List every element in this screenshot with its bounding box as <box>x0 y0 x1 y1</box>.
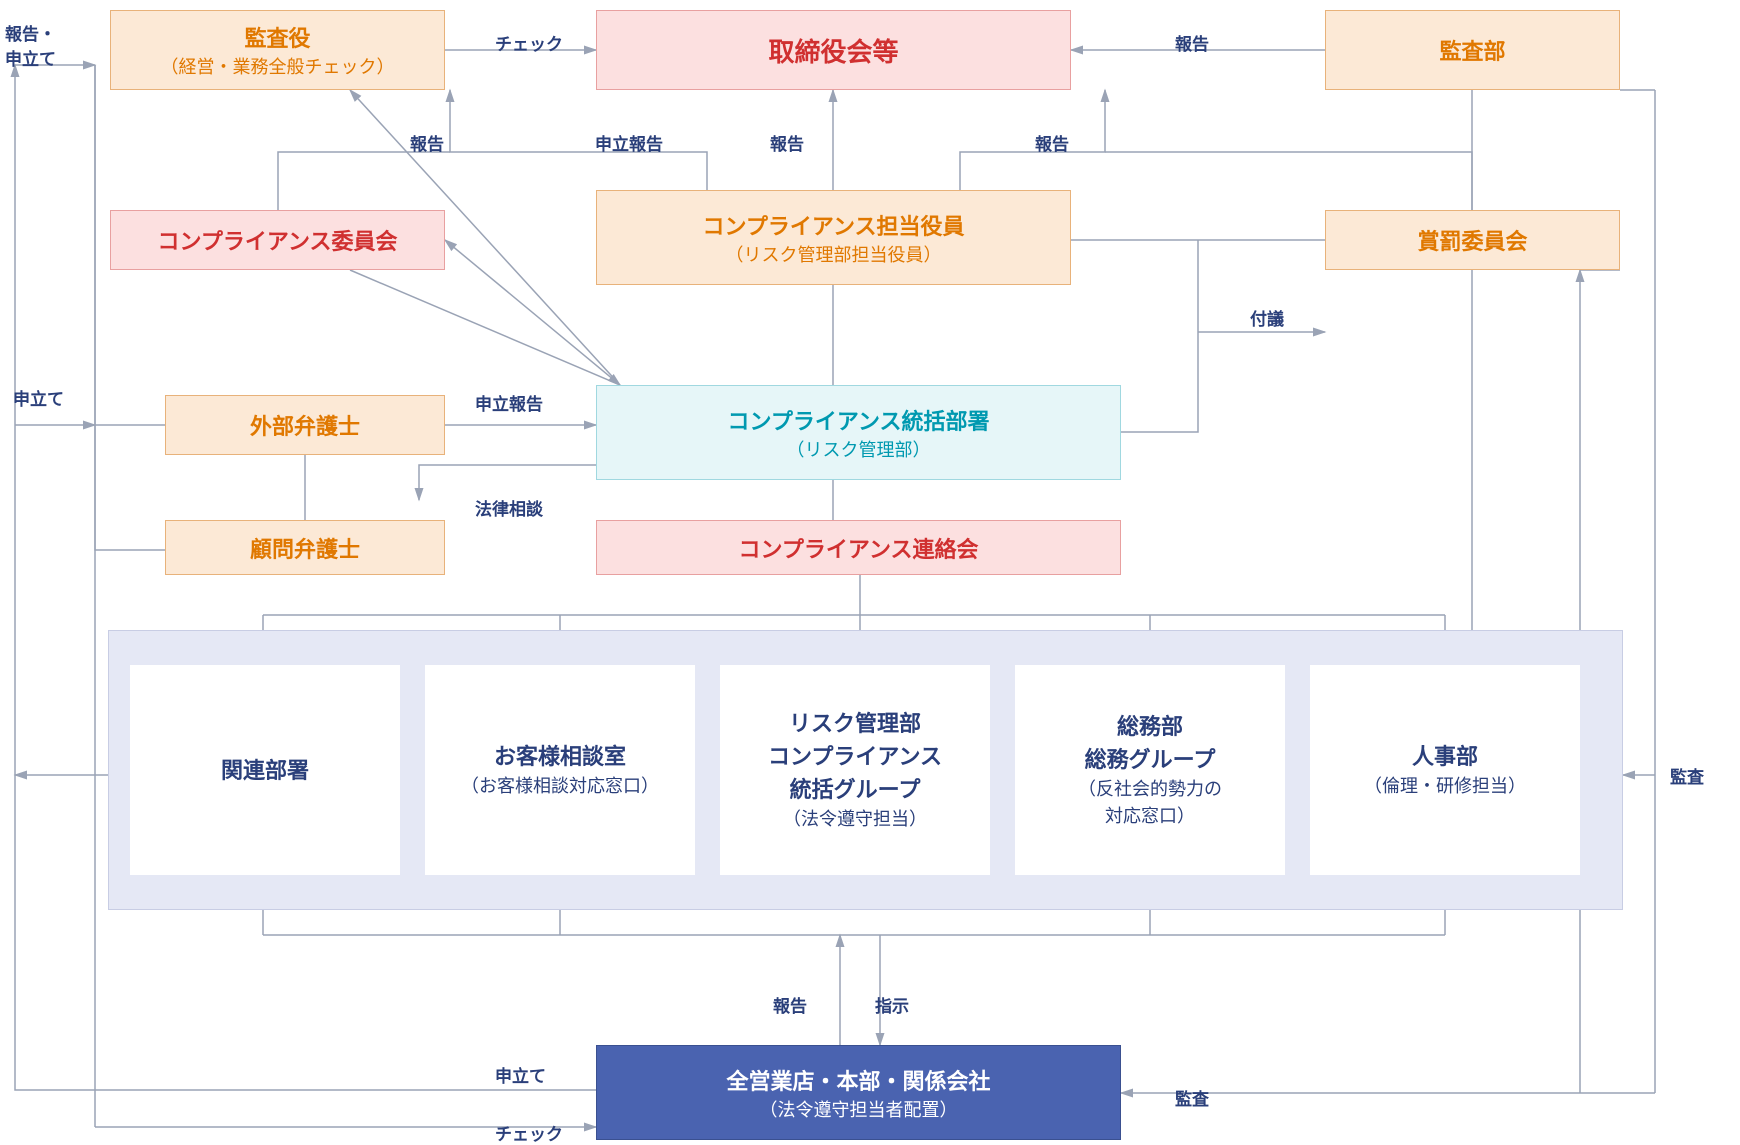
edge-label-8: 申立て <box>13 385 64 410</box>
dept-0: 関連部署 <box>130 665 400 875</box>
dept-2: リスク管理部コンプライアンス統括グループ（法令遵守担当） <box>720 665 990 875</box>
edge-label-7: 付議 <box>1250 305 1284 330</box>
box-advisor_lawyer: 顧問弁護士 <box>165 520 445 575</box>
dept-title-line: リスク管理部 <box>789 707 921 740</box>
box-title: 取締役会等 <box>768 32 898 69</box>
box-title: 監査部 <box>1439 34 1505 66</box>
box-sub: （リスク管理部） <box>787 436 931 462</box>
edge-label-2: 報告 <box>1175 30 1209 55</box>
edge-label-5: 報告 <box>770 130 804 155</box>
edge-label-3: 報告 <box>410 130 444 155</box>
box-title: 賞罰委員会 <box>1417 224 1527 256</box>
box-auditor: 監査役（経営・業務全般チェック） <box>110 10 445 90</box>
dept-1: お客様相談室（お客様相談対応窓口） <box>425 665 695 875</box>
box-title: 監査役 <box>244 21 310 53</box>
dept-title-line: 総務部 <box>1117 710 1183 743</box>
box-title: コンプライアンス連絡会 <box>738 532 978 564</box>
box-title: 外部弁護士 <box>250 409 360 441</box>
edge-label-4: 申立報告 <box>595 130 663 155</box>
dept-sub-line: （反社会的勢力の <box>1078 776 1222 803</box>
box-compl_liaison: コンプライアンス連絡会 <box>596 520 1121 575</box>
box-title: コンプライアンス委員会 <box>157 224 397 256</box>
box-sub: （リスク管理部担当役員） <box>726 241 942 267</box>
box-board: 取締役会等 <box>596 10 1071 90</box>
edge-label-10: 法律相談 <box>475 495 543 520</box>
box-title: コンプライアンス担当役員 <box>702 209 964 241</box>
box-bottom: 全営業店・本部・関係会社（法令遵守担当者配置） <box>596 1045 1121 1140</box>
edge-label-0: 報告・ 申立て <box>5 20 56 70</box>
edge-label-1: チェック <box>495 30 563 55</box>
dept-sub-line: （お客様相談対応窓口） <box>461 773 659 800</box>
dept-title-line: 関連部署 <box>221 754 309 787</box>
dept-sub-line: 対応窓口） <box>1105 803 1195 830</box>
box-title: 顧問弁護士 <box>250 532 360 564</box>
box-compl_comm: コンプライアンス委員会 <box>110 210 445 270</box>
box-title: 全営業店・本部・関係会社 <box>726 1064 990 1096</box>
dept-4: 人事部（倫理・研修担当） <box>1310 665 1580 875</box>
edge-label-14: 申立て <box>495 1062 546 1087</box>
edge-label-11: 監査 <box>1670 763 1704 788</box>
edge-label-15: 監査 <box>1175 1085 1209 1110</box>
box-audit_dept: 監査部 <box>1325 10 1620 90</box>
box-title: コンプライアンス統括部署 <box>727 404 989 436</box>
edge-label-13: 指示 <box>875 992 909 1017</box>
box-reward_comm: 賞罰委員会 <box>1325 210 1620 270</box>
box-compl_div: コンプライアンス統括部署（リスク管理部） <box>596 385 1121 480</box>
dept-sub-line: （倫理・研修担当） <box>1364 773 1526 800</box>
edge-label-16: チェック <box>495 1120 563 1145</box>
dept-sub-line: （法令遵守担当） <box>783 806 927 833</box>
dept-3: 総務部総務グループ（反社会的勢力の対応窓口） <box>1015 665 1285 875</box>
dept-title-line: お客様相談室 <box>494 740 626 773</box>
box-sub: （法令遵守担当者配置） <box>760 1096 958 1122</box>
dept-title-line: コンプライアンス <box>768 740 942 773</box>
dept-title-line: 人事部 <box>1412 740 1478 773</box>
edge-label-12: 報告 <box>773 992 807 1017</box>
box-ext_lawyer: 外部弁護士 <box>165 395 445 455</box>
edge-label-9: 申立報告 <box>475 390 543 415</box>
dept-title-line: 総務グループ <box>1085 743 1216 776</box>
box-compl_officer: コンプライアンス担当役員（リスク管理部担当役員） <box>596 190 1071 285</box>
box-sub: （経営・業務全般チェック） <box>161 53 395 79</box>
dept-title-line: 統括グループ <box>790 773 921 806</box>
edge-label-6: 報告 <box>1035 130 1069 155</box>
